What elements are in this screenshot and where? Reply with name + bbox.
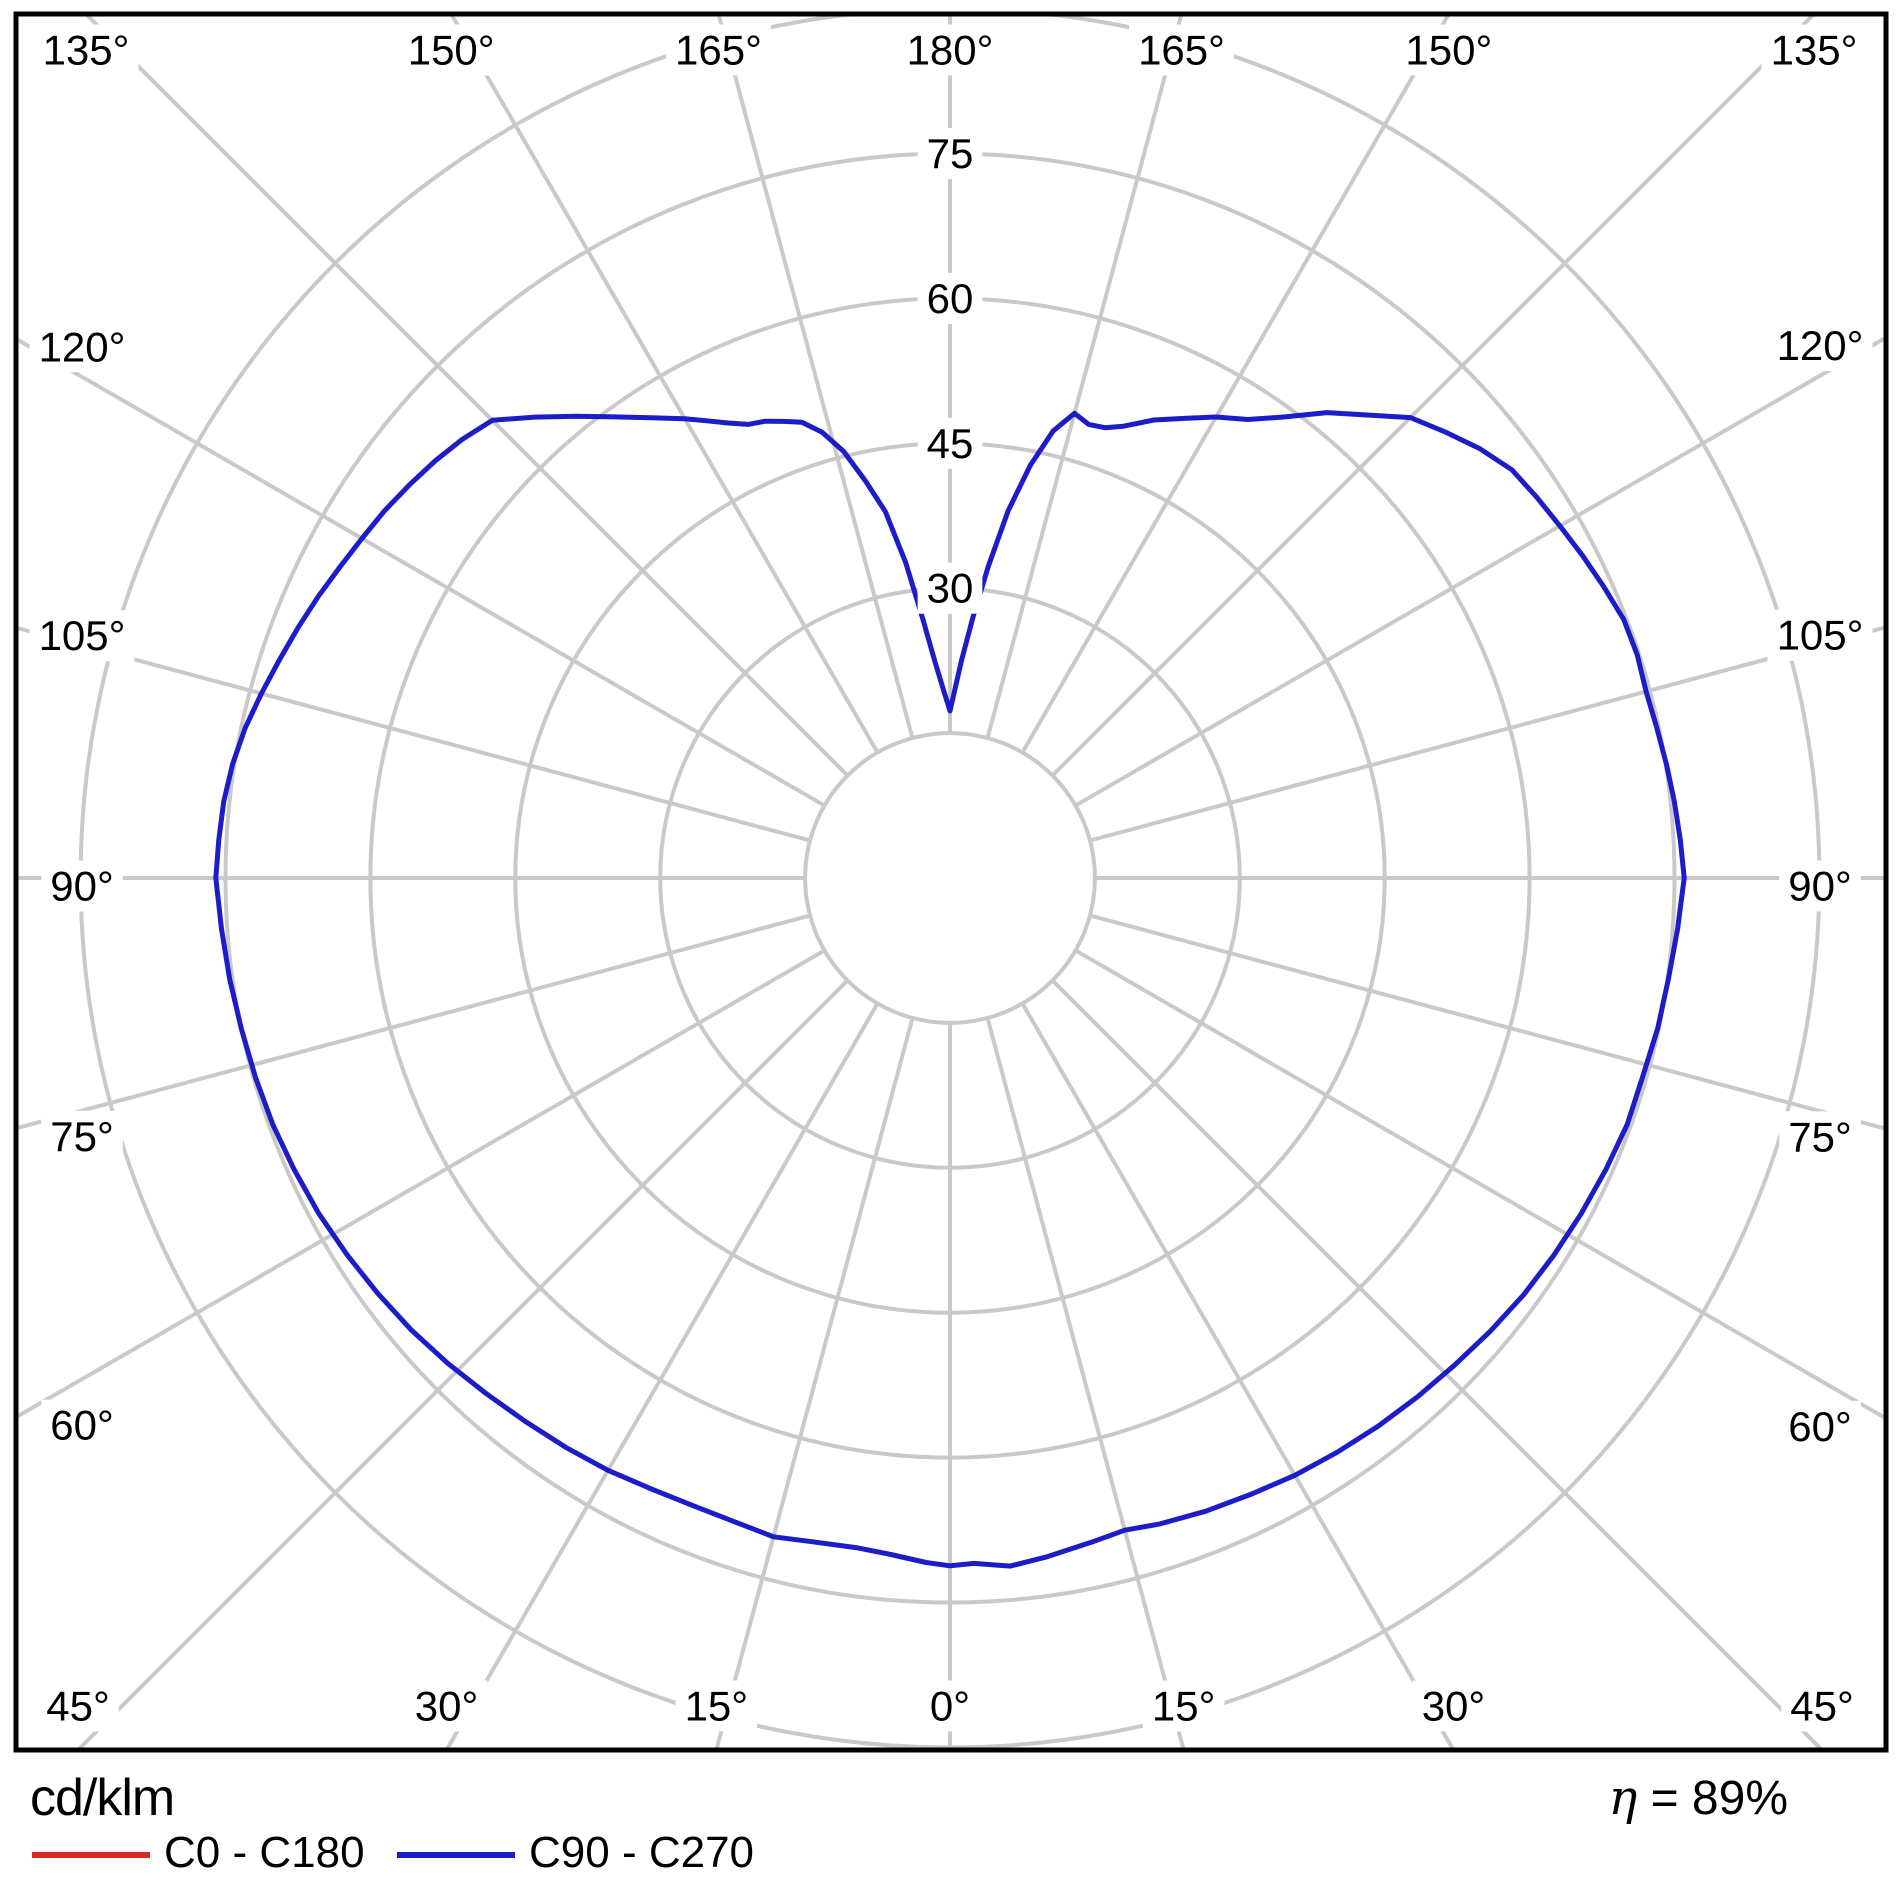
angle-label-45deg-right: 45° <box>1790 1683 1854 1730</box>
label-mask <box>897 24 1003 76</box>
grid-spoke <box>444 1002 880 1750</box>
angle-label-90deg-left: 90° <box>50 863 114 910</box>
grid-spoke <box>716 14 915 739</box>
label-mask <box>1779 860 1861 912</box>
label-mask <box>398 24 504 76</box>
label-mask <box>1767 320 1873 372</box>
grid-spoke <box>16 948 826 1420</box>
angle-label-105deg-left: 105° <box>39 612 126 659</box>
label-mask <box>1129 24 1234 76</box>
radial-unit-label: cd/klm <box>30 1769 175 1827</box>
grid-spoke <box>16 913 811 1131</box>
label-mask <box>37 1680 119 1732</box>
radial-label-60: 60 <box>927 275 974 322</box>
angle-label-150deg-left: 150° <box>408 27 495 74</box>
angle-label-75deg-left: 75° <box>50 1113 114 1160</box>
grid-spoke <box>985 14 1184 739</box>
grid-spoke <box>1020 14 1452 754</box>
grid-spoke <box>1089 913 1886 1131</box>
angle-label-75deg-right: 75° <box>1788 1113 1852 1160</box>
label-mask <box>41 860 123 912</box>
label-mask <box>1761 24 1867 76</box>
grid-spoke <box>1074 335 1886 808</box>
label-mask <box>675 1680 758 1732</box>
c90-c270-line-swatch <box>397 1852 515 1858</box>
label-mask <box>920 1680 980 1732</box>
label-mask <box>1396 24 1502 76</box>
label-mask <box>917 272 983 324</box>
label-mask <box>666 24 771 76</box>
legend-item-c90-c270: C90 - C270 <box>397 1828 754 1878</box>
grid-spoke <box>714 1017 915 1750</box>
label-mask <box>405 1680 488 1732</box>
grid-labels: 0° 15° 15° 30° 30° 45° 45° 60° 60° 75° 75° 90° 90° 10… <box>29 24 1873 1732</box>
grid-spoke <box>1089 625 1886 843</box>
eta-symbol: η <box>1608 1770 1638 1826</box>
label-mask <box>1767 609 1873 661</box>
label-mask <box>917 562 983 614</box>
grid-spoke <box>16 336 826 808</box>
grid-spoke <box>1020 1002 1456 1750</box>
angle-label-120deg-right: 120° <box>1777 322 1864 369</box>
efficiency-text: = 89% <box>1650 1772 1788 1825</box>
label-mask <box>1412 1680 1495 1732</box>
legend: C0 - C180 C90 - C270 <box>0 1828 1900 1888</box>
angle-label-105deg-right: 105° <box>1777 612 1864 659</box>
label-mask <box>41 1110 123 1162</box>
grid-spoke <box>448 14 880 754</box>
angle-label-0deg-right: 0° <box>930 1683 970 1730</box>
angle-label-15deg-right: 15° <box>1152 1683 1216 1730</box>
angle-label-135deg-right: 135° <box>1771 27 1858 74</box>
label-mask <box>917 128 983 179</box>
label-mask <box>29 610 135 662</box>
label-mask <box>41 1399 123 1451</box>
legend-label-c90-c270: C90 - C270 <box>529 1828 755 1877</box>
radial-label-75: 75 <box>927 130 974 177</box>
angle-label-15deg-left: 15° <box>685 1683 749 1730</box>
efficiency-value: η = 89% <box>1608 1770 1788 1826</box>
angle-label-60deg-right: 60° <box>1788 1403 1852 1450</box>
angle-label-165deg-right: 165° <box>1138 27 1225 74</box>
label-mask <box>917 417 983 469</box>
angle-label-45deg-left: 45° <box>46 1683 110 1730</box>
angle-label-90deg-right: 90° <box>1788 863 1852 910</box>
radial-label-45: 45 <box>927 420 974 467</box>
angle-label-60deg-left: 60° <box>50 1402 114 1449</box>
curve-C90-C270 <box>213 410 1687 1569</box>
angle-label-30deg-left: 30° <box>415 1683 479 1730</box>
plot-border <box>13 11 1889 1753</box>
grid-spoke <box>985 1017 1186 1750</box>
angle-label-150deg-right: 150° <box>1405 27 1492 74</box>
angle-label-180deg-right: 180° <box>907 27 994 74</box>
angle-label-120deg-left: 120° <box>39 323 126 370</box>
grid-spoke <box>16 625 811 843</box>
grid-spoke <box>1074 948 1886 1421</box>
c0-c180-line-swatch <box>32 1852 150 1858</box>
legend-item-c0-c180: C0 - C180 <box>32 1828 365 1878</box>
label-mask <box>1779 1400 1861 1452</box>
label-mask <box>1781 1680 1863 1732</box>
angle-label-165deg-left: 165° <box>675 27 762 74</box>
label-mask <box>29 321 135 373</box>
label-mask <box>33 24 139 76</box>
label-mask <box>1779 1111 1861 1163</box>
legend-label-c0-c180: C0 - C180 <box>164 1828 365 1877</box>
label-mask <box>1142 1680 1225 1732</box>
angle-label-30deg-right: 30° <box>1422 1683 1486 1730</box>
angle-label-135deg-left: 135° <box>43 27 130 74</box>
radial-label-30: 30 <box>927 565 974 612</box>
